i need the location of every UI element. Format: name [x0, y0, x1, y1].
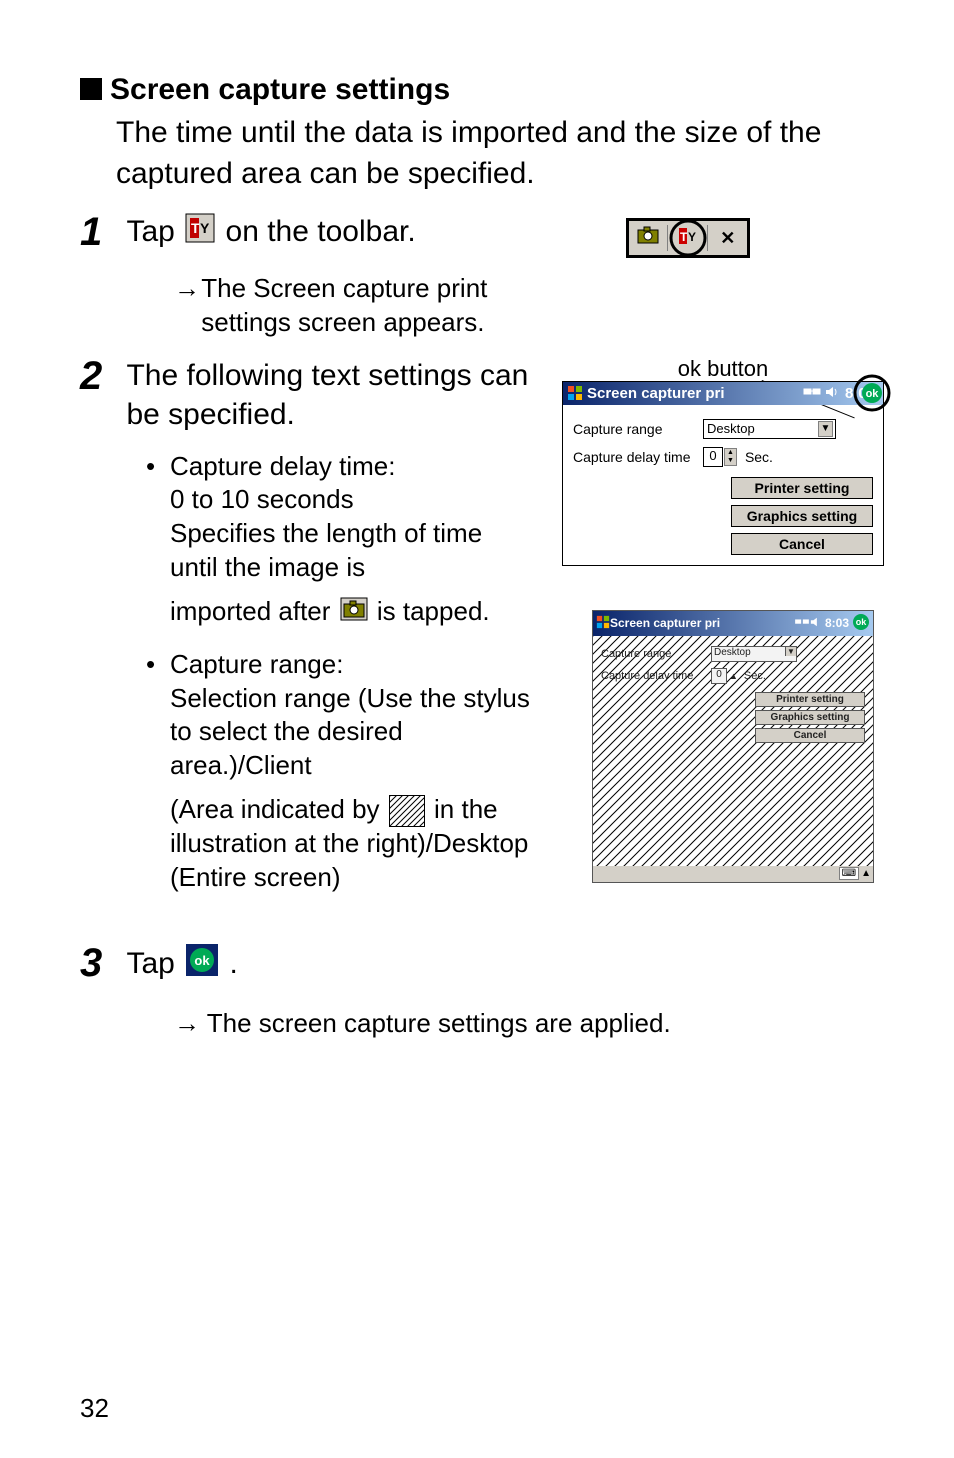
capture-range-combo[interactable]: Desktop	[703, 419, 836, 439]
step-number: 2	[80, 356, 116, 396]
capture-delay-label: Capture delay time	[573, 449, 703, 465]
page-number: 32	[80, 1393, 109, 1424]
speaker-icon	[825, 385, 839, 402]
client-sec-label: Sec.	[744, 670, 766, 682]
client-titlebar: Screen capturer pri 8:03	[593, 611, 873, 636]
windows-flag-icon	[567, 385, 583, 401]
bullet2-line2: Selection range (Use the stylus to selec…	[170, 682, 530, 783]
svg-text:Y: Y	[200, 220, 210, 236]
cancel-button[interactable]: Cancel	[731, 533, 873, 555]
bullet1-line4a: imported after	[170, 596, 330, 626]
arrow-icon: →	[174, 1008, 207, 1038]
step-number: 3	[80, 943, 116, 983]
client-range-combo[interactable]: Desktop	[711, 646, 797, 662]
step-3-before: Tap	[126, 947, 174, 980]
keyboard-icon: ⌨	[839, 867, 859, 880]
windows-flag-icon	[596, 615, 610, 632]
svg-text:T: T	[191, 220, 200, 236]
step-3-text: Tap ok .	[126, 943, 237, 987]
svg-text:ok: ok	[866, 388, 880, 400]
dialog-title: Screen capturer pri	[587, 385, 725, 402]
step-2-text: The following text settings can be speci…	[126, 356, 546, 434]
result-3: → The screen capture settings are applie…	[174, 1007, 884, 1041]
step-1-text: Tap T Y on the toolbar.	[126, 212, 546, 253]
step-1: 1 Tap T Y on the toolbar.	[80, 212, 884, 258]
heading-text: Screen capture settings	[110, 70, 450, 109]
input-panel-bar: ⌨ ▲	[593, 866, 873, 882]
client-delay-input[interactable]: 0	[711, 668, 727, 684]
section-heading: Screen capture settings	[80, 70, 884, 109]
svg-text:ok: ok	[195, 953, 211, 968]
bullet-capture-delay: • Capture delay time: 0 to 10 seconds Sp…	[146, 450, 556, 630]
ok-badge-circled-icon: ok	[853, 374, 891, 416]
bullet1-line3: Specifies the length of time until the i…	[170, 517, 530, 585]
ty-icon-circled: T Y	[673, 225, 703, 251]
bullet2-line3a: (Area indicated by	[170, 794, 380, 824]
step-1-after: on the toolbar.	[226, 215, 416, 248]
bullet1-line4b: is tapped.	[377, 596, 490, 626]
result-3-text: The screen capture settings are applied.	[207, 1008, 671, 1038]
bullet-capture-range: • Capture range: Selection range (Use th…	[146, 648, 556, 895]
step-1-before: Tap	[126, 215, 174, 248]
settings-dialog: Screen capturer pri	[562, 381, 884, 566]
toolbar-screenshot: T Y ✕	[626, 218, 750, 258]
heading-bullet-icon	[80, 78, 102, 100]
sec-label: Sec.	[745, 449, 773, 465]
spin-up-icon: ▲	[729, 671, 738, 681]
page: Screen capture settings The time until t…	[0, 0, 954, 1458]
hatch-pattern-icon	[389, 795, 425, 827]
printer-setting-button[interactable]: Printer setting	[731, 477, 873, 499]
delay-input[interactable]: 0	[703, 447, 723, 467]
bullet2-line1: Capture range:	[170, 648, 530, 682]
spin-down-icon[interactable]: ▼	[725, 457, 736, 465]
svg-text:ok: ok	[856, 617, 867, 627]
client-range-label: Capture range	[601, 648, 711, 660]
camera-capture-icon	[340, 596, 368, 630]
bullet-dot-icon: •	[146, 648, 170, 895]
camera-icon	[633, 225, 663, 251]
graphics-setting-button[interactable]: Graphics setting	[731, 505, 873, 527]
close-icon: ✕	[713, 225, 743, 251]
client-title-text: Screen capturer pri	[610, 616, 720, 630]
ty-toolbar-icon: T Y	[185, 213, 215, 253]
client-printer-button[interactable]: Printer setting	[755, 692, 865, 707]
client-delay-label: Capture delay time	[601, 670, 711, 682]
connection-icon	[803, 385, 821, 402]
intro-text: The time until the data is imported and …	[116, 113, 884, 194]
ok-button-icon: ok	[185, 943, 219, 987]
spin-up-icon[interactable]: ▲	[725, 449, 736, 457]
client-area-screenshot: Screen capturer pri 8:03	[592, 610, 874, 883]
speaker-icon	[810, 616, 822, 631]
arrow-icon: →	[174, 272, 194, 306]
client-cancel-button[interactable]: Cancel	[755, 728, 865, 743]
chevron-up-icon: ▲	[861, 868, 871, 879]
step-2: 2 The following text settings can be spe…	[80, 356, 884, 913]
ok-badge-icon: ok	[852, 613, 870, 634]
ok-button-label: ok button	[562, 356, 884, 382]
delay-spinner[interactable]: ▲ ▼	[724, 448, 737, 466]
capture-range-label: Capture range	[573, 421, 703, 437]
step-number: 1	[80, 212, 116, 252]
result-1: → The Screen capture print settings scre…	[174, 272, 884, 340]
bullet-dot-icon: •	[146, 450, 170, 630]
dialog-titlebar: Screen capturer pri	[563, 382, 883, 405]
bullet1-line1: Capture delay time:	[170, 450, 530, 484]
step-3-after: .	[230, 947, 238, 980]
result-1-text: The Screen capture print settings screen…	[201, 272, 531, 340]
toolbar-separator	[707, 225, 708, 251]
client-graphics-button[interactable]: Graphics setting	[755, 710, 865, 725]
bullet1-line2: 0 to 10 seconds	[170, 483, 530, 517]
client-time: 8:03	[825, 616, 849, 630]
connection-icon	[794, 616, 810, 631]
